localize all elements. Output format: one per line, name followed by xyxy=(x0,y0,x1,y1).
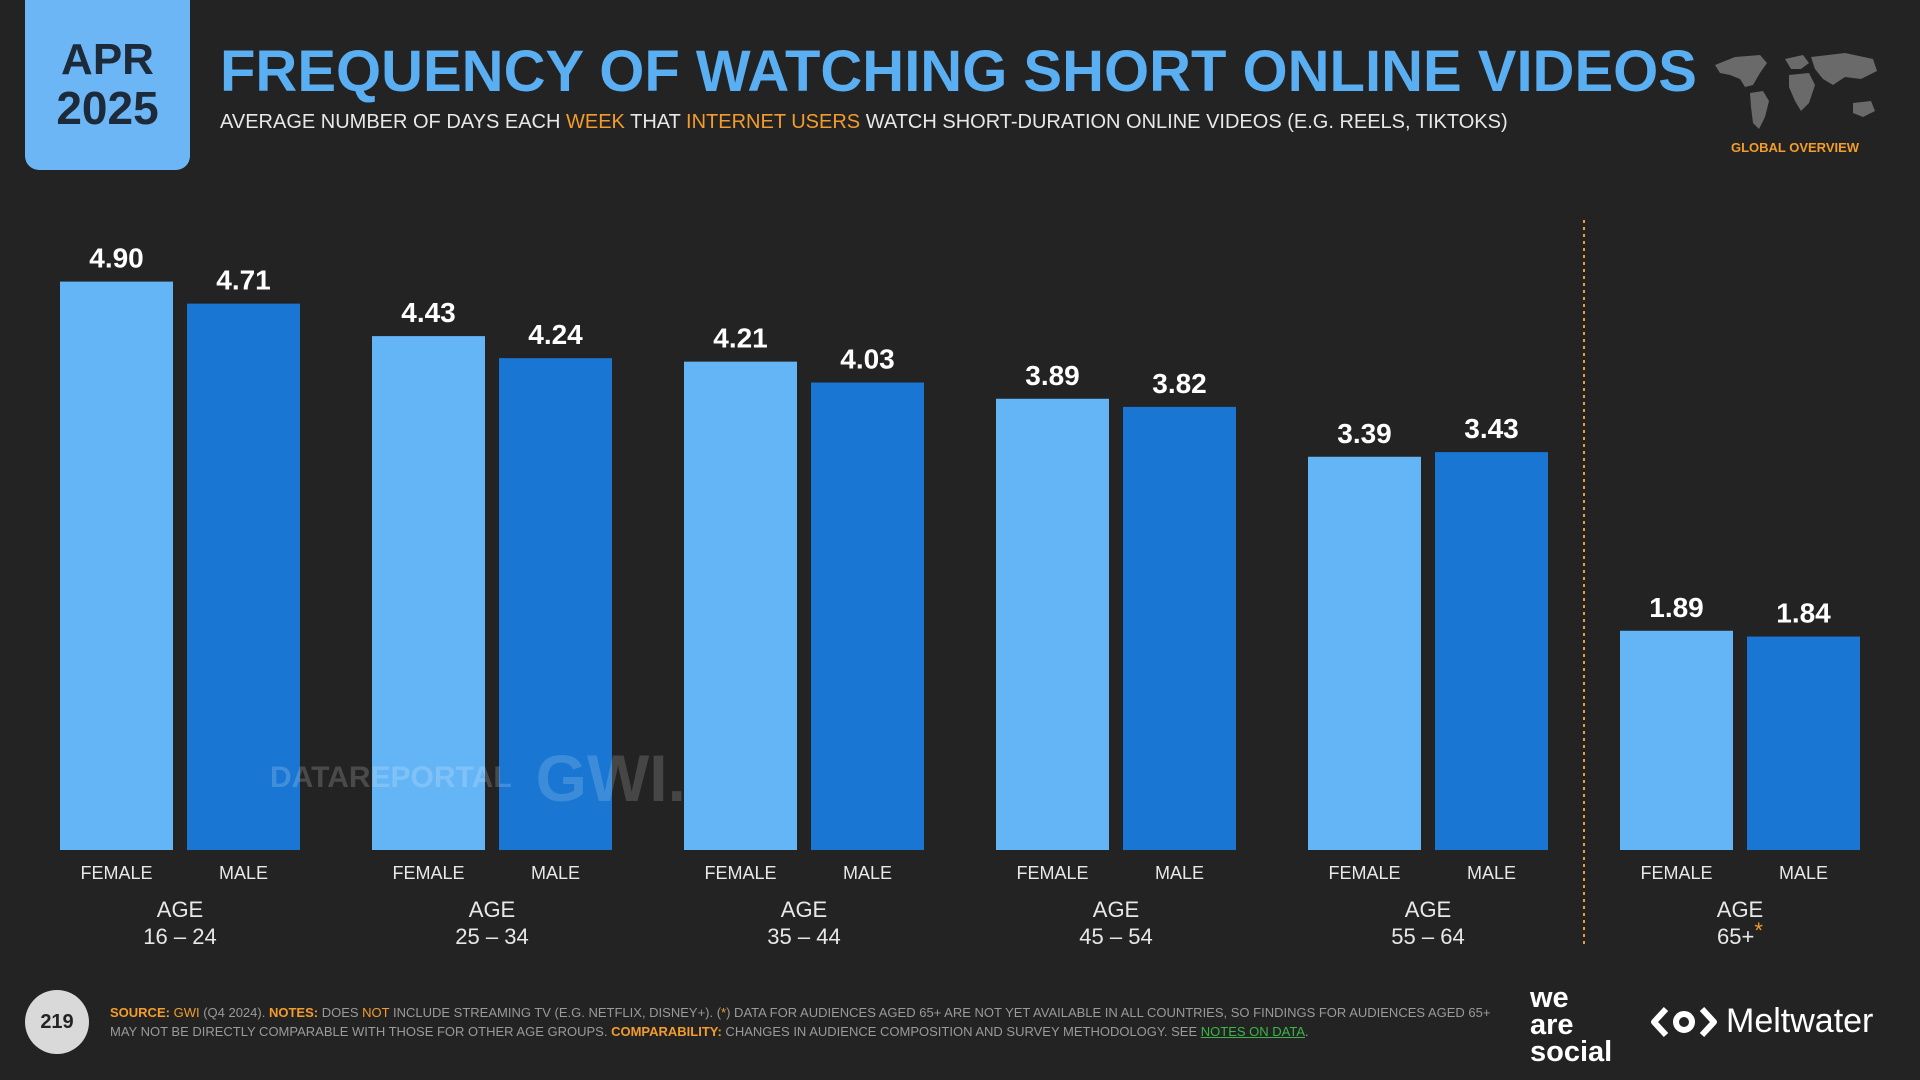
group-label-line1: AGE xyxy=(1405,897,1451,922)
subtitle-part: THAT xyxy=(624,111,687,133)
source-value: GWI xyxy=(173,1005,200,1020)
bar-female xyxy=(60,281,173,851)
bar-category-label: FEMALE xyxy=(1016,863,1088,883)
notes-label: NOTES: xyxy=(268,1005,319,1020)
group-label-line2: 55 – 64 xyxy=(1391,924,1464,949)
bar-category-label: MALE xyxy=(531,863,580,883)
bar-female xyxy=(372,336,485,850)
bar-category-label: FEMALE xyxy=(1640,863,1712,883)
bar-category-label: MALE xyxy=(1779,863,1828,883)
group-label-line1: AGE xyxy=(469,897,515,922)
footer-notes: SOURCE: GWI (Q4 2024). NOTES: DOES NOT I… xyxy=(110,1003,1510,1041)
bar-female xyxy=(684,361,797,850)
group-label-line2: 35 – 44 xyxy=(767,924,840,949)
date-year: 2025 xyxy=(56,82,159,134)
bar-female xyxy=(1308,456,1421,850)
world-map-icon xyxy=(1715,53,1877,129)
notes-text: INCLUDE STREAMING TV (E.G. NETFLIX, DISN… xyxy=(389,1005,722,1020)
bar-male xyxy=(187,303,300,850)
notes-text: ) DATA FOR AUDIENCES AGED 65+ ARE NOT YE… xyxy=(110,1005,1491,1039)
bar-female xyxy=(1620,630,1733,850)
data-label: 4.03 xyxy=(840,344,895,375)
bar-male xyxy=(1123,406,1236,850)
bar-category-label: MALE xyxy=(1155,863,1204,883)
data-label: 3.39 xyxy=(1337,418,1392,449)
comparability-label: COMPARABILITY: xyxy=(611,1024,722,1039)
subtitle-part: AVERAGE NUMBER OF DAYS EACH xyxy=(220,111,566,133)
watermark: DATAREPORTAL GWI. xyxy=(270,740,686,816)
group-label-line1: AGE xyxy=(157,897,203,922)
bar-male xyxy=(499,358,612,850)
group-label-line2: 65+* xyxy=(1717,918,1763,949)
data-label: 3.82 xyxy=(1152,368,1207,399)
data-label: 1.89 xyxy=(1649,592,1704,623)
page-subtitle: AVERAGE NUMBER OF DAYS EACH WEEK THAT IN… xyxy=(220,111,1508,134)
data-label: 4.90 xyxy=(89,243,144,274)
notes-on-data-link[interactable]: NOTES ON DATA xyxy=(1200,1024,1305,1039)
bar-category-label: MALE xyxy=(219,863,268,883)
page-title: FREQUENCY OF WATCHING SHORT ONLINE VIDEO… xyxy=(220,39,1697,104)
notes-text: DOES xyxy=(318,1005,363,1020)
source-period: (Q4 2024). xyxy=(199,1005,269,1020)
logo-line: social xyxy=(1530,1036,1613,1068)
data-label: 4.71 xyxy=(216,265,271,296)
we-are-social-logo: we are social xyxy=(1530,982,1613,1068)
data-label: 3.43 xyxy=(1464,413,1519,444)
notes-not: NOT xyxy=(362,1005,390,1020)
data-label: 4.24 xyxy=(528,319,583,350)
logo-line: are xyxy=(1530,1009,1574,1041)
meltwater-logo: Meltwater xyxy=(1650,1002,1873,1041)
watermark-gwi: GWI. xyxy=(535,741,686,815)
bar-category-label: FEMALE xyxy=(704,863,776,883)
group-label-line1: AGE xyxy=(1717,897,1763,922)
watermark-datareportal: DATAREPORTAL xyxy=(270,761,512,794)
page-number: 219 xyxy=(25,990,89,1054)
data-label: 4.43 xyxy=(401,297,456,328)
group-label-line2: 25 – 34 xyxy=(455,924,528,949)
subtitle-highlight-internet-users: INTERNET USERS xyxy=(686,111,861,133)
logo-line: we xyxy=(1530,982,1569,1014)
meltwater-text: Meltwater xyxy=(1726,1002,1874,1040)
group-label-line2: 16 – 24 xyxy=(143,924,216,949)
group-label-line1: AGE xyxy=(1093,897,1139,922)
notes-end: . xyxy=(1305,1024,1309,1039)
bar-male xyxy=(1747,636,1860,850)
subtitle-highlight-week: WEEK xyxy=(566,111,625,133)
bar-male xyxy=(1435,452,1548,850)
bar-category-label: FEMALE xyxy=(392,863,464,883)
source-label: SOURCE: xyxy=(110,1005,170,1020)
date-badge: APR 2025 xyxy=(25,0,190,170)
meltwater-mark-icon xyxy=(1651,1006,1717,1037)
bar-category-label: MALE xyxy=(1467,863,1516,883)
date-month: APR xyxy=(61,35,154,84)
group-label-line2: 45 – 54 xyxy=(1079,924,1152,949)
bar-female xyxy=(996,398,1109,850)
data-label: 4.21 xyxy=(713,323,768,354)
bar-category-label: MALE xyxy=(843,863,892,883)
bar-male xyxy=(811,382,924,850)
global-overview-badge: GLOBAL OVERVIEW xyxy=(1730,140,1860,155)
group-label-mark: * xyxy=(1754,918,1763,943)
data-label: 3.89 xyxy=(1025,360,1080,391)
data-label: 1.84 xyxy=(1776,598,1831,629)
bar-category-label: FEMALE xyxy=(80,863,152,883)
comparability-text: CHANGES IN AUDIENCE COMPOSITION AND SURV… xyxy=(721,1024,1201,1039)
notes-star: * xyxy=(721,1005,727,1020)
subtitle-part: WATCH SHORT-DURATION ONLINE VIDEOS (E.G.… xyxy=(860,111,1508,133)
group-label-line1: AGE xyxy=(781,897,827,922)
bar-category-label: FEMALE xyxy=(1328,863,1400,883)
